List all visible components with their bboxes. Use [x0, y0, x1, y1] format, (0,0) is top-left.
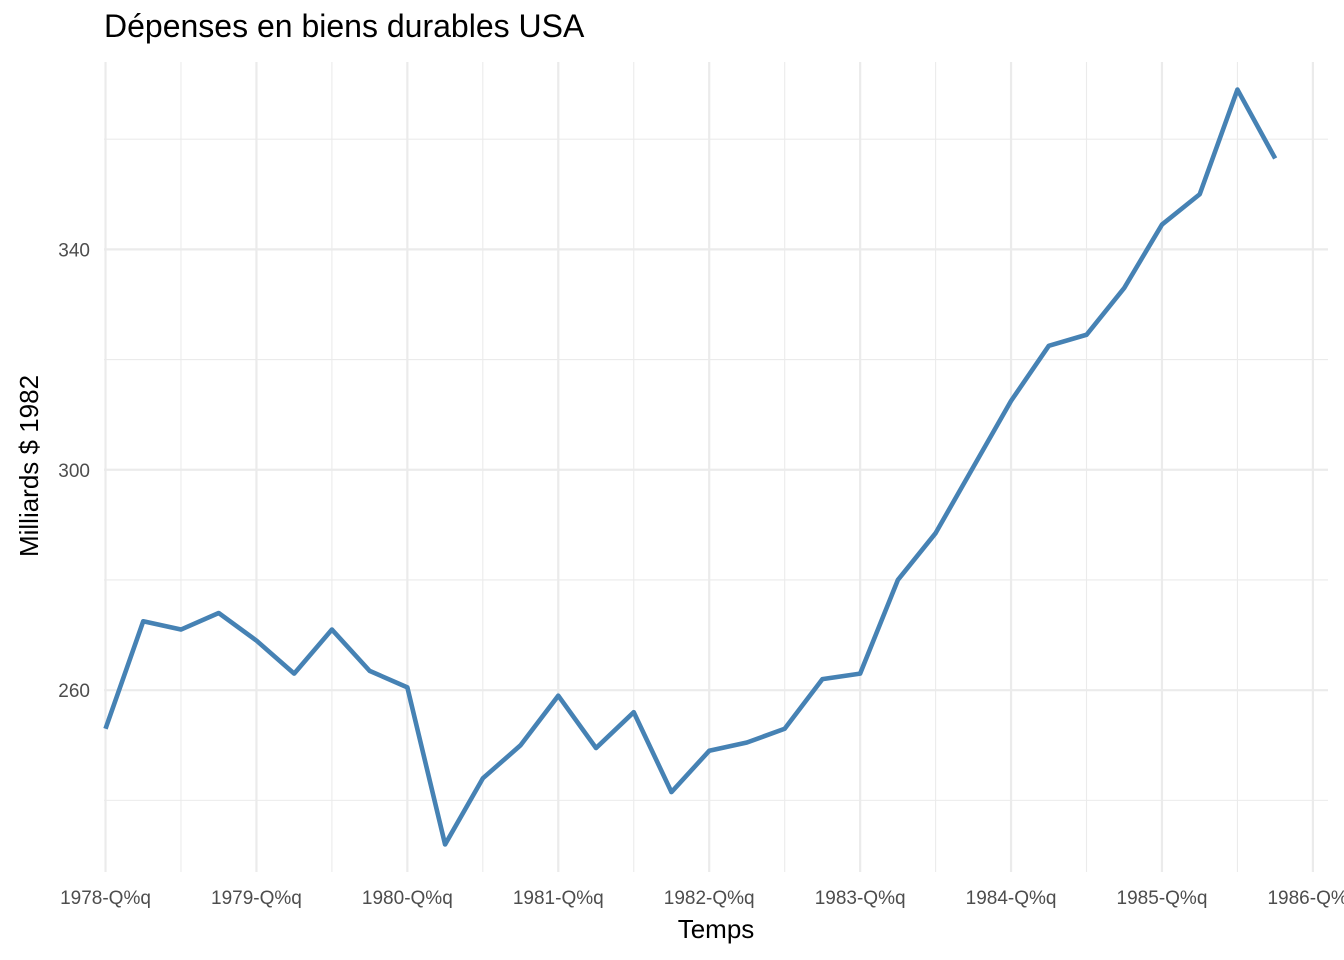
y-tick-label: 340 — [58, 240, 90, 261]
x-axis-tick-labels: 1978-Q%q 1979-Q%q 1980-Q%q 1981-Q%q 1982-Q%q… — [60, 888, 1344, 909]
y-axis-title: Milliards $ 1982 — [14, 375, 44, 557]
y-axis-tick-labels: 260 300 340 — [58, 240, 90, 702]
x-tick-label: 1979-Q%q — [211, 888, 302, 909]
x-tick-label: 1982-Q%q — [664, 888, 755, 909]
x-tick-label: 1983-Q%q — [815, 888, 906, 909]
x-tick-label: 1984-Q%q — [966, 888, 1057, 909]
series-line — [103, 87, 1278, 847]
y-tick-label: 300 — [58, 461, 90, 482]
series-layer — [103, 87, 1278, 847]
chart-title: Dépenses en biens durables USA — [104, 8, 585, 44]
x-tick-label: 1978-Q%q — [60, 888, 151, 909]
x-tick-label: 1981-Q%q — [513, 888, 604, 909]
x-axis-title: Temps — [678, 914, 755, 944]
x-tick-label: 1985-Q%q — [1117, 888, 1208, 909]
grid — [104, 62, 1328, 872]
x-tick-label: 1986-Q%q — [1267, 888, 1344, 909]
x-tick-label: 1980-Q%q — [362, 888, 453, 909]
y-tick-label: 260 — [58, 681, 90, 702]
